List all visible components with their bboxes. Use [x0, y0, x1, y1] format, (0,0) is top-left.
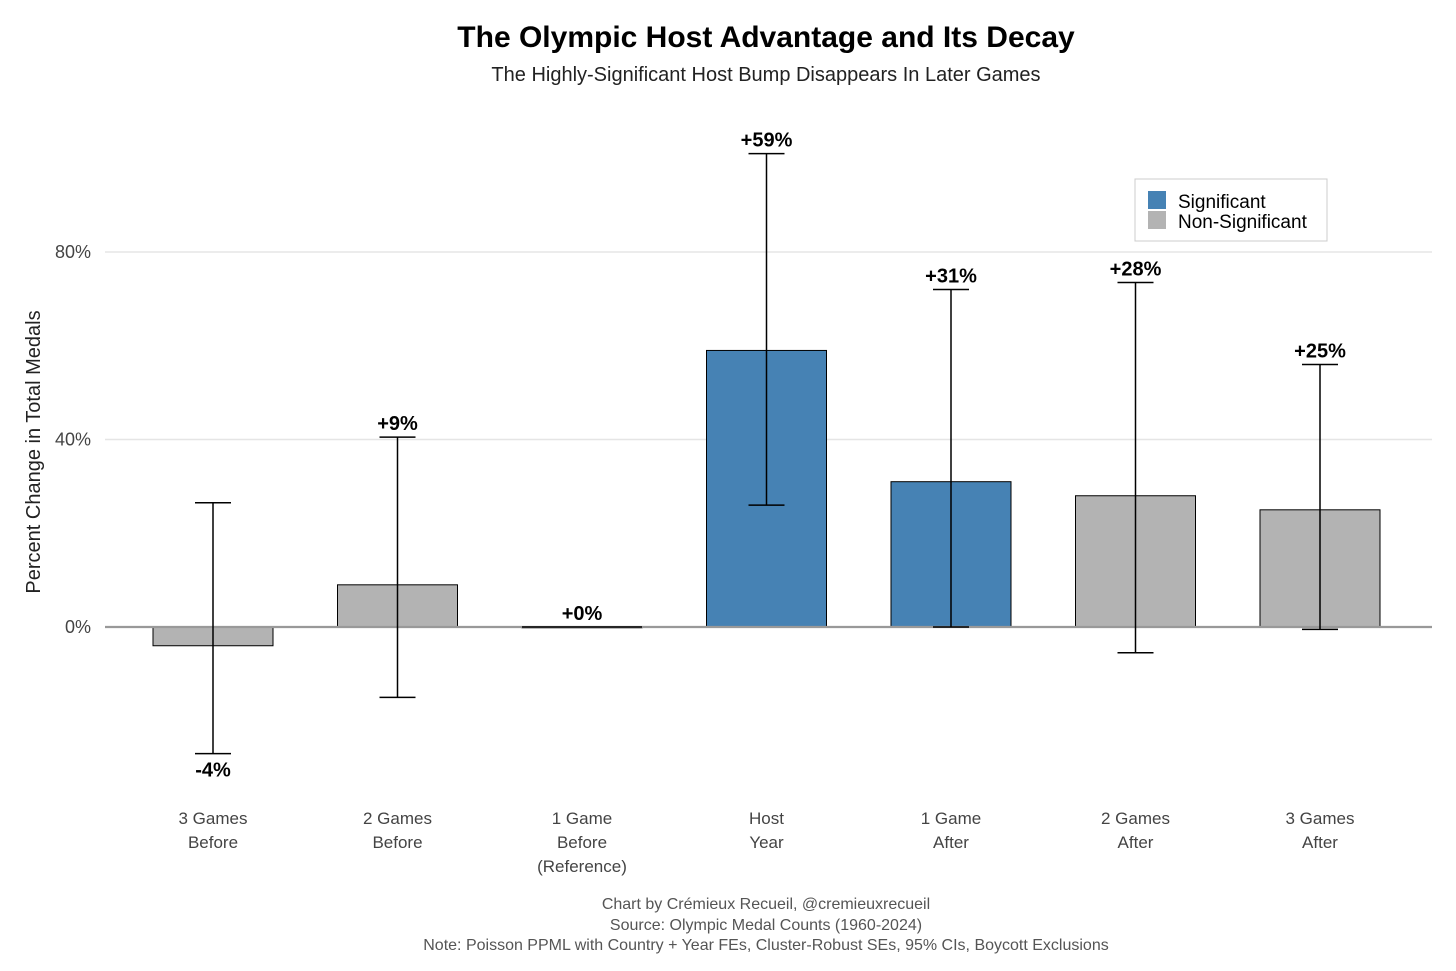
x-tick-label: 2 Games After — [1101, 809, 1170, 852]
x-tick-label: 2 Games Before — [363, 809, 432, 852]
error-bar — [1117, 281, 1154, 654]
data-label: +25% — [1294, 341, 1346, 363]
y-axis-ticks: 0% 40% 80% — [55, 242, 91, 637]
caption-credit: Chart by Crémieux Recueil, @cremieuxrecu… — [602, 896, 930, 913]
data-label: +59% — [741, 130, 793, 152]
data-label: +31% — [925, 266, 977, 288]
error-bars — [195, 152, 1338, 755]
x-tick-label: 1 Game Before (Reference) — [537, 809, 627, 876]
x-axis-ticks: 3 Games Before 2 Games Before 1 Game Before (R… — [179, 809, 1355, 876]
chart-title: The Olympic Host Advantage and Its Decay — [457, 21, 1075, 54]
y-tick-label: 0% — [65, 617, 91, 637]
error-bar — [379, 436, 416, 699]
error-bar — [748, 152, 785, 506]
legend: Significant Non-Significant — [1134, 178, 1328, 242]
legend-label-non-significant: Non-Significant — [1178, 212, 1308, 233]
caption-note: Note: Poisson PPML with Country + Year F… — [423, 937, 1108, 954]
data-label: +0% — [562, 603, 603, 625]
data-labels: -4% +9% +0% +59% +31% +28% +25% — [195, 130, 1346, 782]
error-bar — [933, 288, 969, 628]
caption: Chart by Crémieux Recueil, @cremieuxrecu… — [423, 896, 1108, 954]
error-bar — [195, 502, 231, 755]
data-label: +28% — [1110, 258, 1162, 280]
x-tick-label: 1 Game After — [921, 809, 981, 852]
chart-subtitle: The Highly-Significant Host Bump Disappe… — [491, 64, 1040, 86]
data-label: +9% — [377, 413, 418, 435]
data-label: -4% — [195, 760, 231, 782]
legend-swatch-significant — [1148, 191, 1166, 209]
legend-box — [1134, 178, 1328, 242]
caption-source: Source: Olympic Medal Counts (1960-2024) — [610, 917, 922, 934]
y-tick-label: 80% — [55, 242, 91, 262]
y-axis-label: Percent Change in Total Medals — [23, 310, 45, 593]
legend-label-significant: Significant — [1178, 192, 1266, 213]
x-tick-label: 3 Games After — [1286, 809, 1355, 852]
x-tick-label: Host Year — [749, 809, 784, 852]
error-bar — [1302, 363, 1338, 631]
legend-swatch-non-significant — [1148, 211, 1166, 229]
x-tick-label: 3 Games Before — [179, 809, 248, 852]
y-tick-label: 40% — [55, 430, 91, 450]
